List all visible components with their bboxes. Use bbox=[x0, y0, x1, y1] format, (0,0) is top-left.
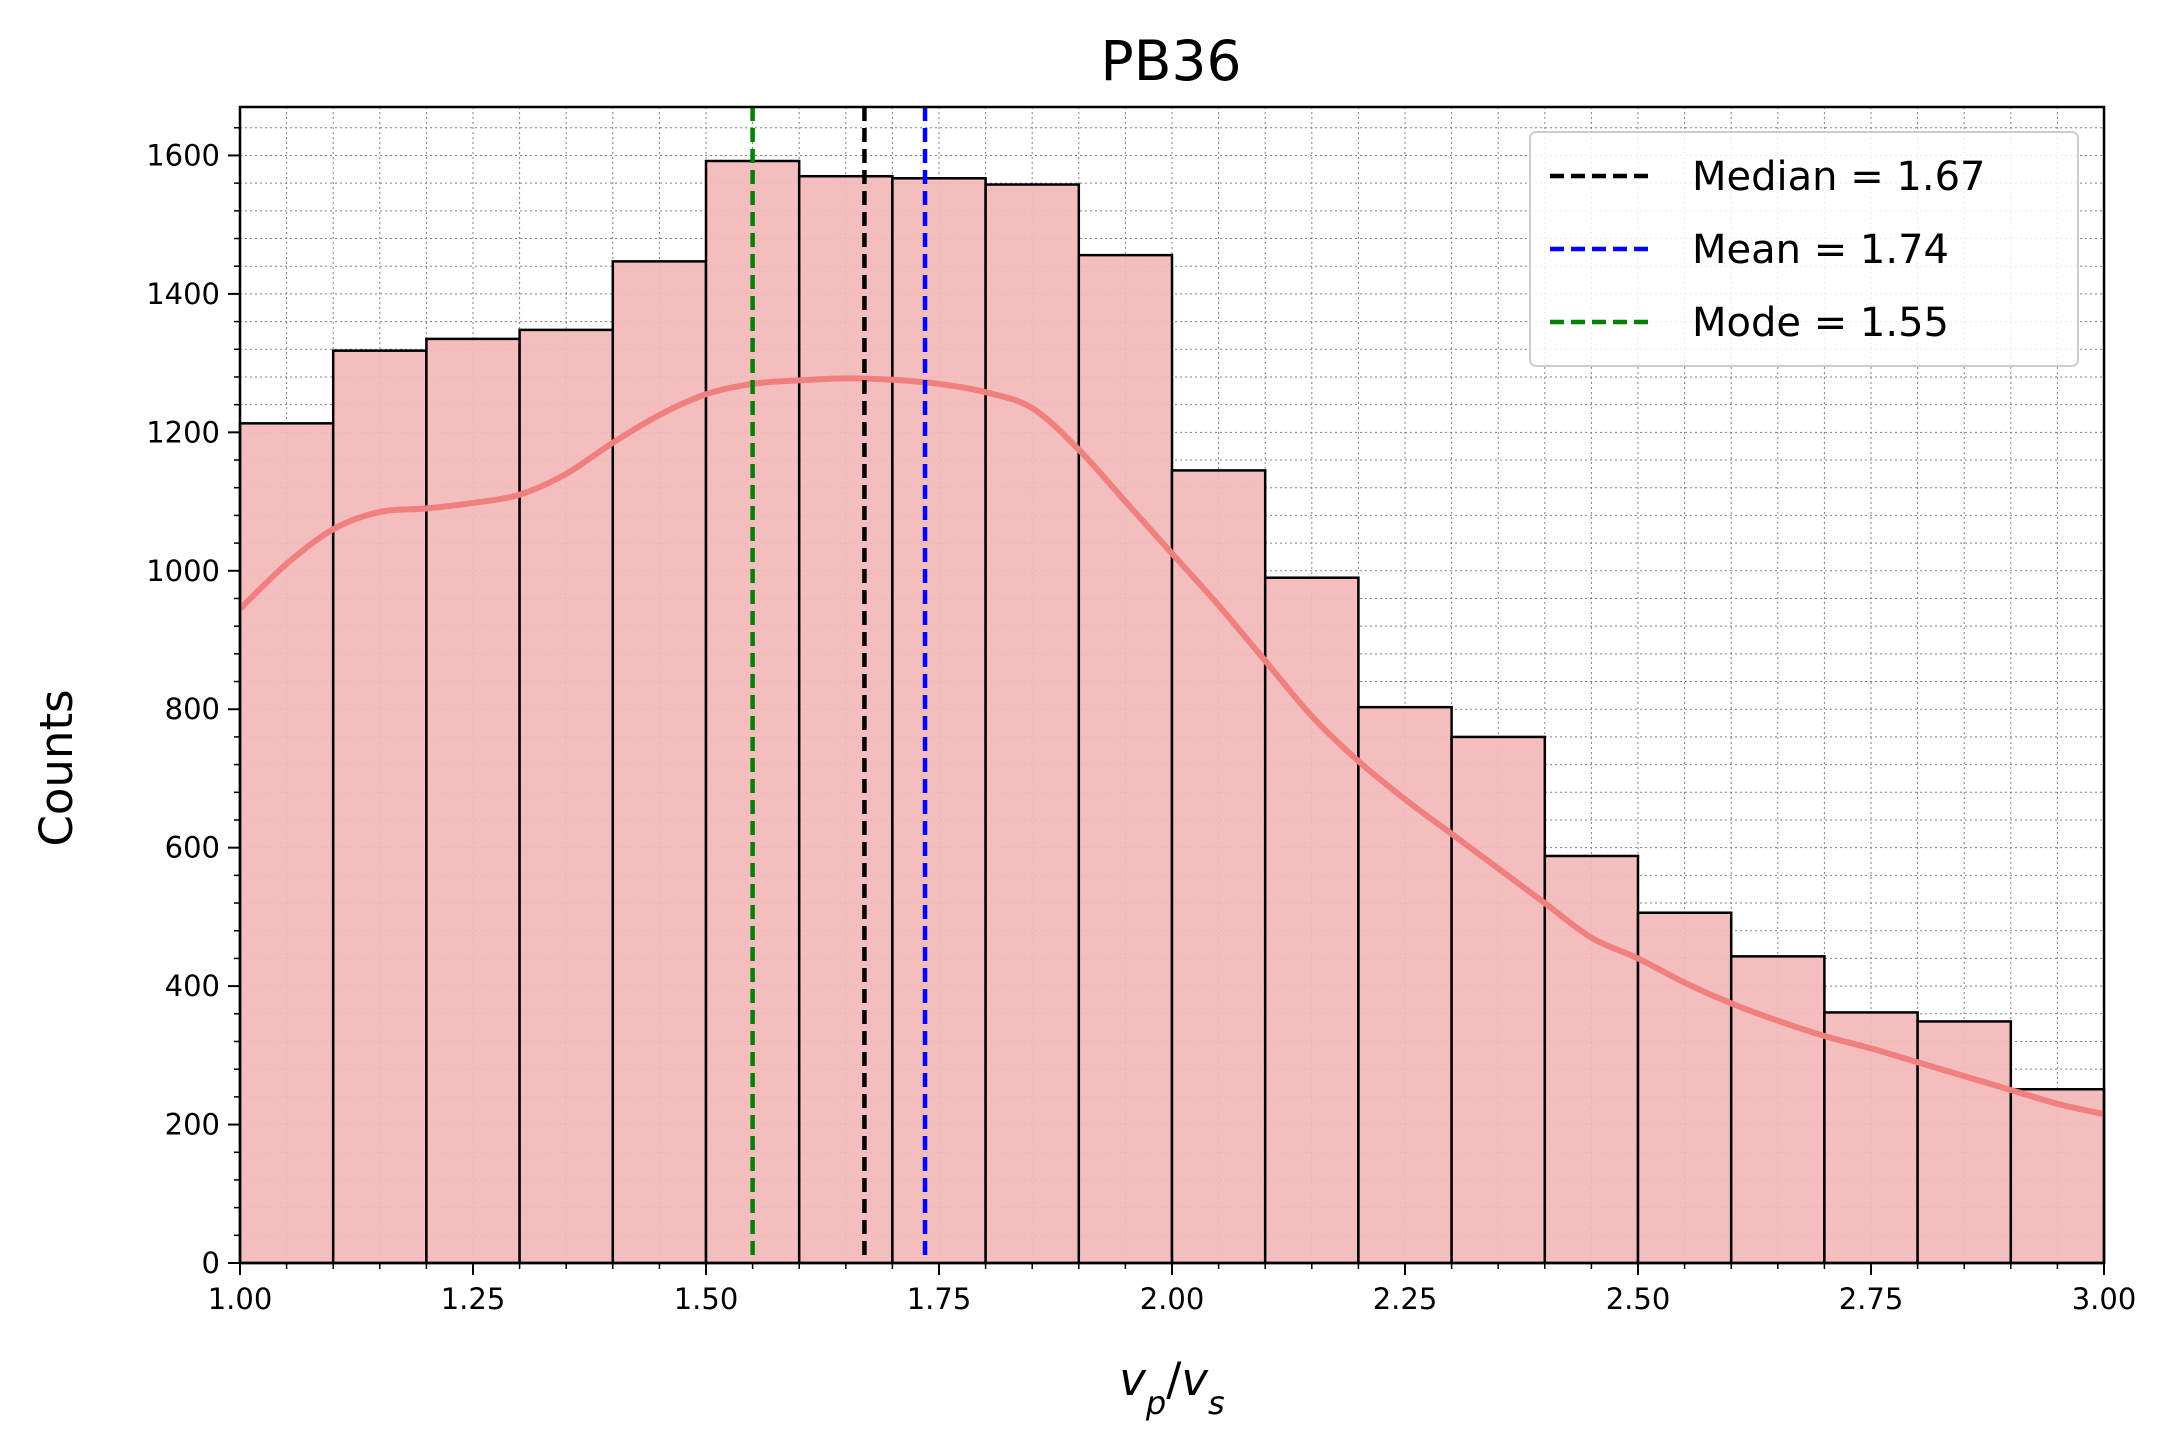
y-tick-label: 1400 bbox=[146, 277, 220, 311]
histogram-bar bbox=[891, 177, 987, 1265]
histogram-bar bbox=[1916, 1020, 2013, 1265]
histogram-bar bbox=[1636, 911, 1733, 1265]
x-tick-label: 3.00 bbox=[2072, 1282, 2137, 1316]
histogram-bar bbox=[1823, 1011, 1919, 1265]
histogram-bars bbox=[238, 159, 2106, 1265]
y-tick-label: 400 bbox=[165, 969, 220, 1003]
histogram-bar bbox=[425, 337, 521, 1265]
histogram-bar bbox=[1170, 469, 1267, 1265]
x-tick-label: 2.25 bbox=[1373, 1282, 1438, 1316]
x-tick-label: 2.00 bbox=[1140, 1282, 1205, 1316]
histogram-bar bbox=[2009, 1088, 2106, 1265]
histogram-bar bbox=[1077, 253, 1174, 1265]
histogram-bar bbox=[1543, 854, 1640, 1265]
histogram-bar bbox=[797, 174, 894, 1265]
x-tick-label: 2.75 bbox=[1839, 1282, 1904, 1316]
histogram-bar bbox=[984, 183, 1081, 1265]
histogram-bar bbox=[238, 422, 335, 1265]
y-tick-label: 200 bbox=[165, 1108, 220, 1142]
y-tick-label: 1600 bbox=[146, 138, 220, 172]
x-axis-label: vp/vs bbox=[1119, 1353, 1224, 1422]
x-axis-label-text: vp/vs bbox=[1119, 1353, 1224, 1422]
legend-entry: Median = 1.67 bbox=[1692, 154, 1986, 200]
legend: Median = 1.67 Mean = 1.74 Mode = 1.55 bbox=[1529, 131, 2079, 367]
histogram-bar bbox=[331, 349, 428, 1265]
y-tick-label: 1000 bbox=[146, 554, 220, 588]
histogram-bar bbox=[611, 260, 708, 1265]
x-tick-label: 1.00 bbox=[208, 1282, 273, 1316]
x-tick-label: 2.50 bbox=[1606, 1282, 1671, 1316]
histogram-bar bbox=[1357, 705, 1453, 1265]
x-tick-label: 1.25 bbox=[441, 1282, 506, 1316]
chart-title: PB36 bbox=[1101, 29, 1242, 93]
statistic-lines bbox=[750, 107, 928, 1263]
kde-curve bbox=[237, 375, 2105, 1118]
histogram-bar bbox=[1729, 955, 1826, 1265]
y-tick-label: 0 bbox=[202, 1246, 220, 1280]
histogram-bar bbox=[1450, 735, 1547, 1265]
histogram-bar bbox=[518, 328, 615, 1265]
x-tick-label: 1.75 bbox=[907, 1282, 972, 1316]
legend-box bbox=[1529, 131, 2079, 367]
legend-entry: Mean = 1.74 bbox=[1692, 227, 1949, 273]
axis-ticks: 1.00 1.25 1.50 1.75 2.00 2.25 2.50 2.75 3.00 0 200… bbox=[146, 127, 2137, 1316]
y-axis-label: Counts bbox=[30, 689, 83, 846]
legend-entry: Mode = 1.55 bbox=[1692, 300, 1949, 346]
y-tick-label: 800 bbox=[165, 692, 220, 726]
y-tick-label: 600 bbox=[165, 831, 220, 865]
x-tick-label: 1.50 bbox=[674, 1282, 739, 1316]
y-tick-label: 1200 bbox=[146, 415, 220, 449]
histogram-bar bbox=[1263, 576, 1360, 1265]
